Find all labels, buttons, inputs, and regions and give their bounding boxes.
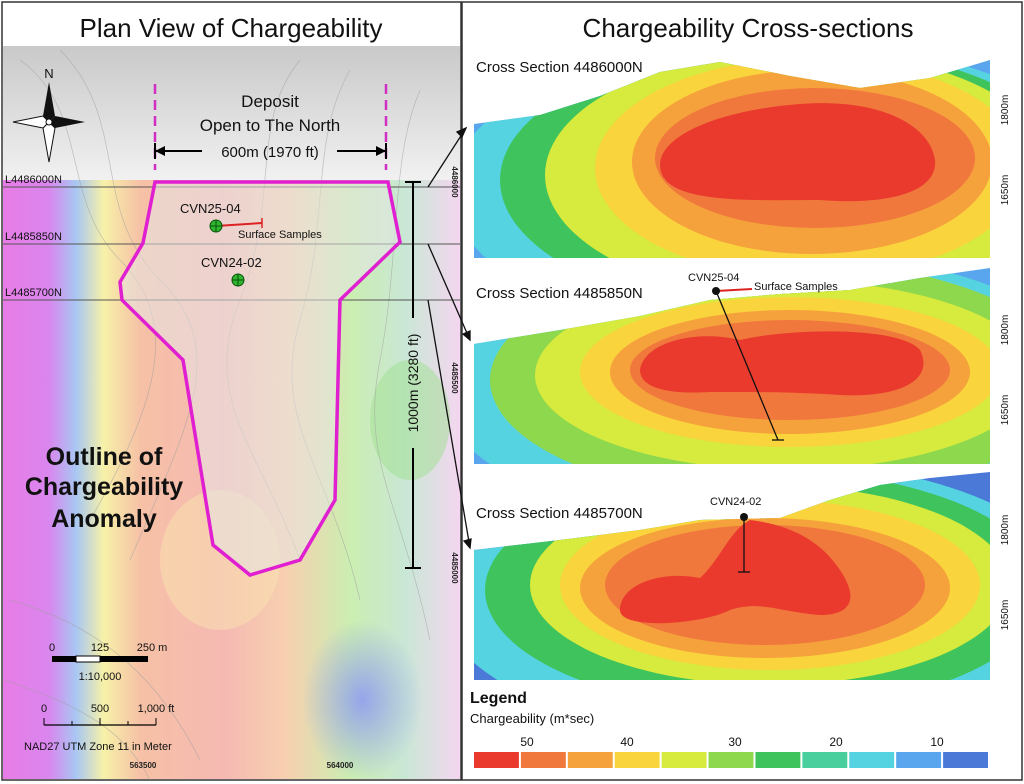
cross-section-4486000n: Cross Section 4486000N 1800m 1650m [474,59,1011,258]
anomaly-label: Chargeability [25,473,183,501]
length-measure: 1000m (3280 ft) [405,181,421,569]
drillhole-label: CVN25-04 [180,201,241,216]
legend-color-ramp [474,752,988,768]
scale-tick-label: 0 [49,642,55,654]
legend-tick-label: 50 [520,735,534,749]
deposit-note: Deposit [241,92,299,111]
elevation-label: 1650m [1000,175,1011,206]
plan-view-panel: L4486000N L4485850N L4485700N Deposit Op… [1,1,462,781]
legend-tick-label: 20 [829,735,843,749]
surface-samples-label: Surface Samples [754,281,838,293]
drillhole-label: CVN24-02 [201,255,262,270]
elevation-label: 1800m [1000,315,1011,346]
easting-label: 563500 [130,761,157,770]
section-label: Cross Section 4485850N [476,285,643,302]
scale-tick-label: 125 [91,642,109,654]
anomaly-outline [118,180,402,577]
legend-swatch [614,752,660,768]
scale-bar-metric: 0 125 250 m 1:10,000 [49,642,167,683]
deposit-note: Open to The North [200,116,341,135]
section-label: Cross Section 4486000N [476,59,643,76]
plan-view-title: Plan View of Chargeability [79,13,382,43]
drillhole-cvn25-04: CVN25-04 Surface Samples [180,201,322,241]
datum-label: NAD27 UTM Zone 11 in Meter [24,741,172,753]
elevation-label: 1650m [1000,395,1011,426]
legend-swatch [849,752,895,768]
anomaly-label: Anomaly [51,505,157,533]
elevation-label: 1650m [1000,600,1011,631]
scale-tick-label: 500 [91,703,109,715]
northing-label: 4486000 [450,166,459,198]
north-label: N [44,66,53,81]
legend-swatch [474,752,519,768]
legend-title: Legend [470,690,527,707]
legend-swatch [567,752,613,768]
scale-tick-label: 250 m [137,642,168,654]
legend-swatch [896,752,942,768]
elevation-label: 1800m [1000,95,1011,126]
width-measure: 600m (1970 ft) [154,143,387,161]
legend-swatch [520,752,566,768]
connector-arrows [427,126,472,550]
scale-bar-imperial: 0 500 1,000 ft [41,703,175,726]
north-arrow-icon [12,82,85,163]
length-measure-label: 1000m (3280 ft) [405,334,421,433]
legend: Legend Chargeability (m*sec) 50 40 30 20… [470,690,988,768]
northing-label: 4485500 [450,362,459,394]
plan-map-topo-area [3,46,460,180]
elevation-label: 1800m [1000,515,1011,546]
legend-tick-label: 10 [930,735,944,749]
legend-swatch [943,752,988,768]
section-label: Cross Section 4485700N [476,505,643,522]
cross-section-4485850n: Cross Section 4485850N CVN25-04 Surface … [474,268,1011,464]
width-measure-label: 600m (1970 ft) [221,144,319,161]
cross-section-4485700n: Cross Section 4485700N CVN24-02 1800m 16… [474,472,1011,680]
legend-tick-label: 40 [620,735,634,749]
easting-label: 564000 [327,761,354,770]
legend-swatch [661,752,707,768]
cross-section-title: Chargeability Cross-sections [583,13,914,43]
scale-tick-label: 1,000 ft [138,703,175,715]
anomaly-label: Outline of [46,443,163,471]
cross-section-panel: Chargeability Cross-sections Cross Secti… [461,1,1023,781]
surface-samples-label: Surface Samples [238,229,322,241]
legend-subtitle: Chargeability (m*sec) [470,711,594,726]
drillhole-label: CVN24-02 [710,496,761,508]
drillhole-cvn24-02: CVN24-02 [201,255,262,287]
scale-ratio: 1:10,000 [79,671,122,683]
legend-tick-label: 30 [728,735,742,749]
section-line-label: L4486000N [5,174,62,186]
section-line-label: L4485850N [5,231,62,243]
legend-swatch [755,752,801,768]
legend-swatch [708,752,754,768]
legend-swatch [802,752,848,768]
northing-label: 4485000 [450,552,459,584]
scale-tick-label: 0 [41,703,47,715]
section-line-label: L4485700N [5,287,62,299]
drillhole-label: CVN25-04 [688,272,739,284]
